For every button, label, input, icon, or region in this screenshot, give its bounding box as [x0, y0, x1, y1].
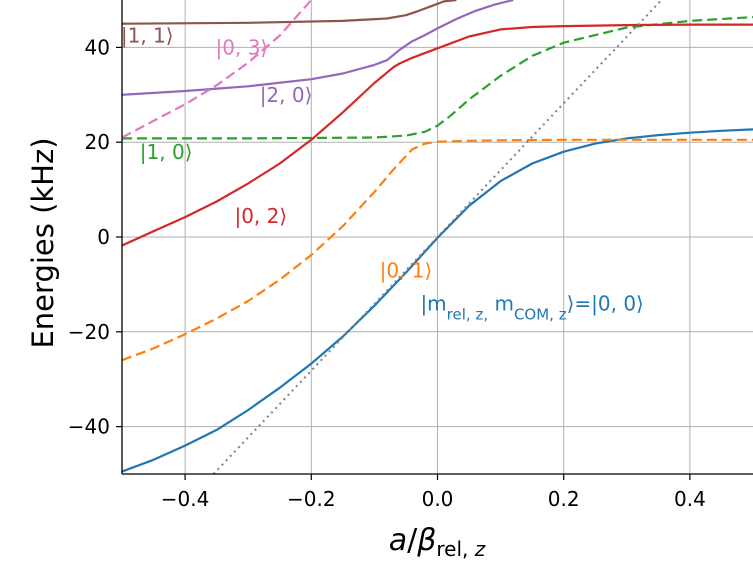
y-axis-title: Energies (kHz) [26, 137, 60, 348]
state-label: |0, 2⟩ [234, 204, 287, 228]
curve-labels: |1, 1⟩ |0, 3⟩ |2, 0⟩ |1, 0⟩ |0, 2⟩ |0, 1⟩ |mre… [121, 24, 644, 324]
x-tick-label: −0.2 [287, 487, 336, 511]
tick-labels: −0.4 −0.2 0.0 0.2 0.4 −40 −20 0 20 40 [68, 35, 706, 511]
series-line-1 [122, 138, 753, 362]
series-line-3 [122, 23, 753, 247]
series-line-2 [122, 16, 753, 140]
y-tick-label: 40 [85, 35, 110, 59]
y-tick-label: 20 [85, 130, 110, 154]
x-tick-label: 0.2 [548, 487, 580, 511]
series-line-6 [122, 0, 457, 25]
state-label: |2, 0⟩ [260, 83, 313, 107]
state-label: |1, 1⟩ [121, 24, 174, 48]
curves [122, 0, 753, 474]
x-tick-label: −0.4 [161, 487, 210, 511]
x-axis-title: a/βrel, z [389, 523, 486, 561]
state-label: |mrel, z, mCOM, z⟩=|0, 0⟩ [420, 291, 643, 323]
state-label: |0, 1⟩ [380, 258, 433, 282]
y-tick-label: −20 [68, 320, 110, 344]
y-tick-label: 0 [97, 225, 110, 249]
state-label: |0, 3⟩ [216, 36, 269, 60]
series-line-4 [122, 0, 514, 96]
axes-frame [116, 0, 753, 480]
series-line-5 [122, 0, 313, 139]
y-tick-label: −40 [68, 415, 110, 439]
x-tick-label: 0.4 [674, 487, 706, 511]
state-label: |1, 0⟩ [140, 140, 193, 164]
x-tick-label: 0.0 [422, 487, 454, 511]
